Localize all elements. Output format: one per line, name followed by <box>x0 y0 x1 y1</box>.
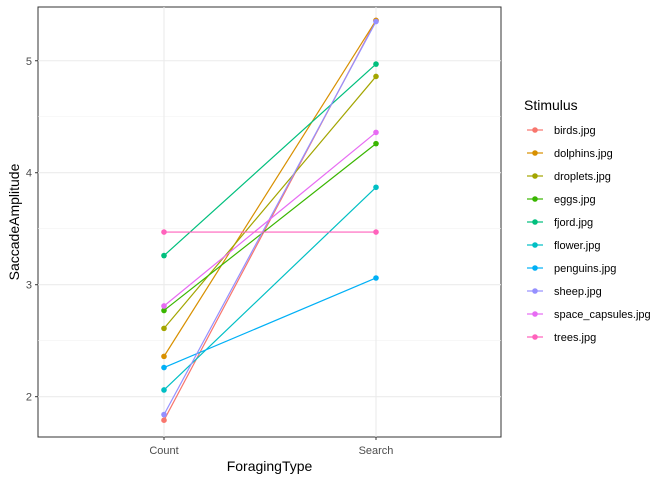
data-point <box>373 73 379 80</box>
data-point <box>161 417 167 424</box>
data-point <box>373 229 379 235</box>
x-tick-label: Count <box>149 445 178 457</box>
data-point <box>161 411 167 418</box>
legend-label: space_capsules.jpg <box>554 309 651 321</box>
legend-key-point <box>532 173 538 179</box>
x-axis-ticks: Count Search <box>149 437 393 457</box>
legend-label: fjord.jpg <box>554 217 593 229</box>
legend-key-point <box>532 150 538 156</box>
y-tick-label: 3 <box>26 280 32 292</box>
x-tick-label: Search <box>359 445 394 457</box>
data-point <box>161 252 167 259</box>
data-point <box>373 184 379 191</box>
legend-label: penguins.jpg <box>554 263 616 275</box>
legend-label: birds.jpg <box>554 125 596 137</box>
series-line <box>163 143 377 311</box>
legend-item: dolphins.jpg <box>527 148 613 160</box>
data-point <box>161 307 167 314</box>
data-point <box>161 229 167 235</box>
y-axis-title: SaccadeAmplitude <box>6 163 22 280</box>
legend-item: sheep.jpg <box>527 286 602 298</box>
series-line <box>163 131 377 307</box>
data-point <box>161 364 167 371</box>
legend-key-point <box>532 311 538 317</box>
y-tick-label: 5 <box>26 56 32 68</box>
legend-key-point <box>532 219 538 225</box>
legend-key-point <box>532 288 538 294</box>
legend-label: trees.jpg <box>554 332 596 344</box>
series-lines <box>163 20 377 421</box>
data-point <box>161 353 167 360</box>
legend-label: dolphins.jpg <box>554 148 613 160</box>
legend-item: birds.jpg <box>527 125 596 137</box>
legend-item: space_capsules.jpg <box>527 309 651 321</box>
series-line <box>163 63 377 257</box>
legend-label: sheep.jpg <box>554 286 602 298</box>
y-tick-label: 4 <box>26 168 32 180</box>
legend-key-point <box>532 334 538 340</box>
series-line <box>163 20 377 357</box>
legend-item: droplets.jpg <box>527 171 611 183</box>
series-line <box>163 186 377 391</box>
data-point <box>373 61 379 67</box>
grid-minor <box>38 116 501 341</box>
y-tick-label: 2 <box>26 392 32 404</box>
legend: birds.jpg dolphins.jpg droplets.jpg eggs.jp… <box>527 125 651 344</box>
data-point <box>373 140 379 147</box>
series-points <box>161 17 379 424</box>
legend-title: Stimulus <box>524 97 578 113</box>
legend-item: fjord.jpg <box>527 217 593 229</box>
data-point <box>373 275 379 281</box>
legend-item: trees.jpg <box>527 332 596 344</box>
legend-item: flower.jpg <box>527 240 600 252</box>
legend-label: droplets.jpg <box>554 171 611 183</box>
data-point <box>161 325 167 332</box>
data-point <box>373 129 379 136</box>
legend-item: eggs.jpg <box>527 194 596 206</box>
y-axis-ticks: 2 3 4 5 <box>26 56 38 404</box>
data-point <box>373 18 379 25</box>
x-axis-title: ForagingType <box>227 458 313 474</box>
legend-key-point <box>532 196 538 202</box>
series-line <box>163 277 377 369</box>
legend-key-point <box>532 265 538 271</box>
legend-label: eggs.jpg <box>554 194 596 206</box>
data-point <box>161 303 167 309</box>
series-line <box>163 76 377 329</box>
data-point <box>161 387 167 393</box>
legend-key-point <box>532 127 538 133</box>
legend-label: flower.jpg <box>554 240 600 252</box>
legend-item: penguins.jpg <box>527 263 616 275</box>
legend-key-point <box>532 242 538 248</box>
series-line <box>163 21 377 415</box>
